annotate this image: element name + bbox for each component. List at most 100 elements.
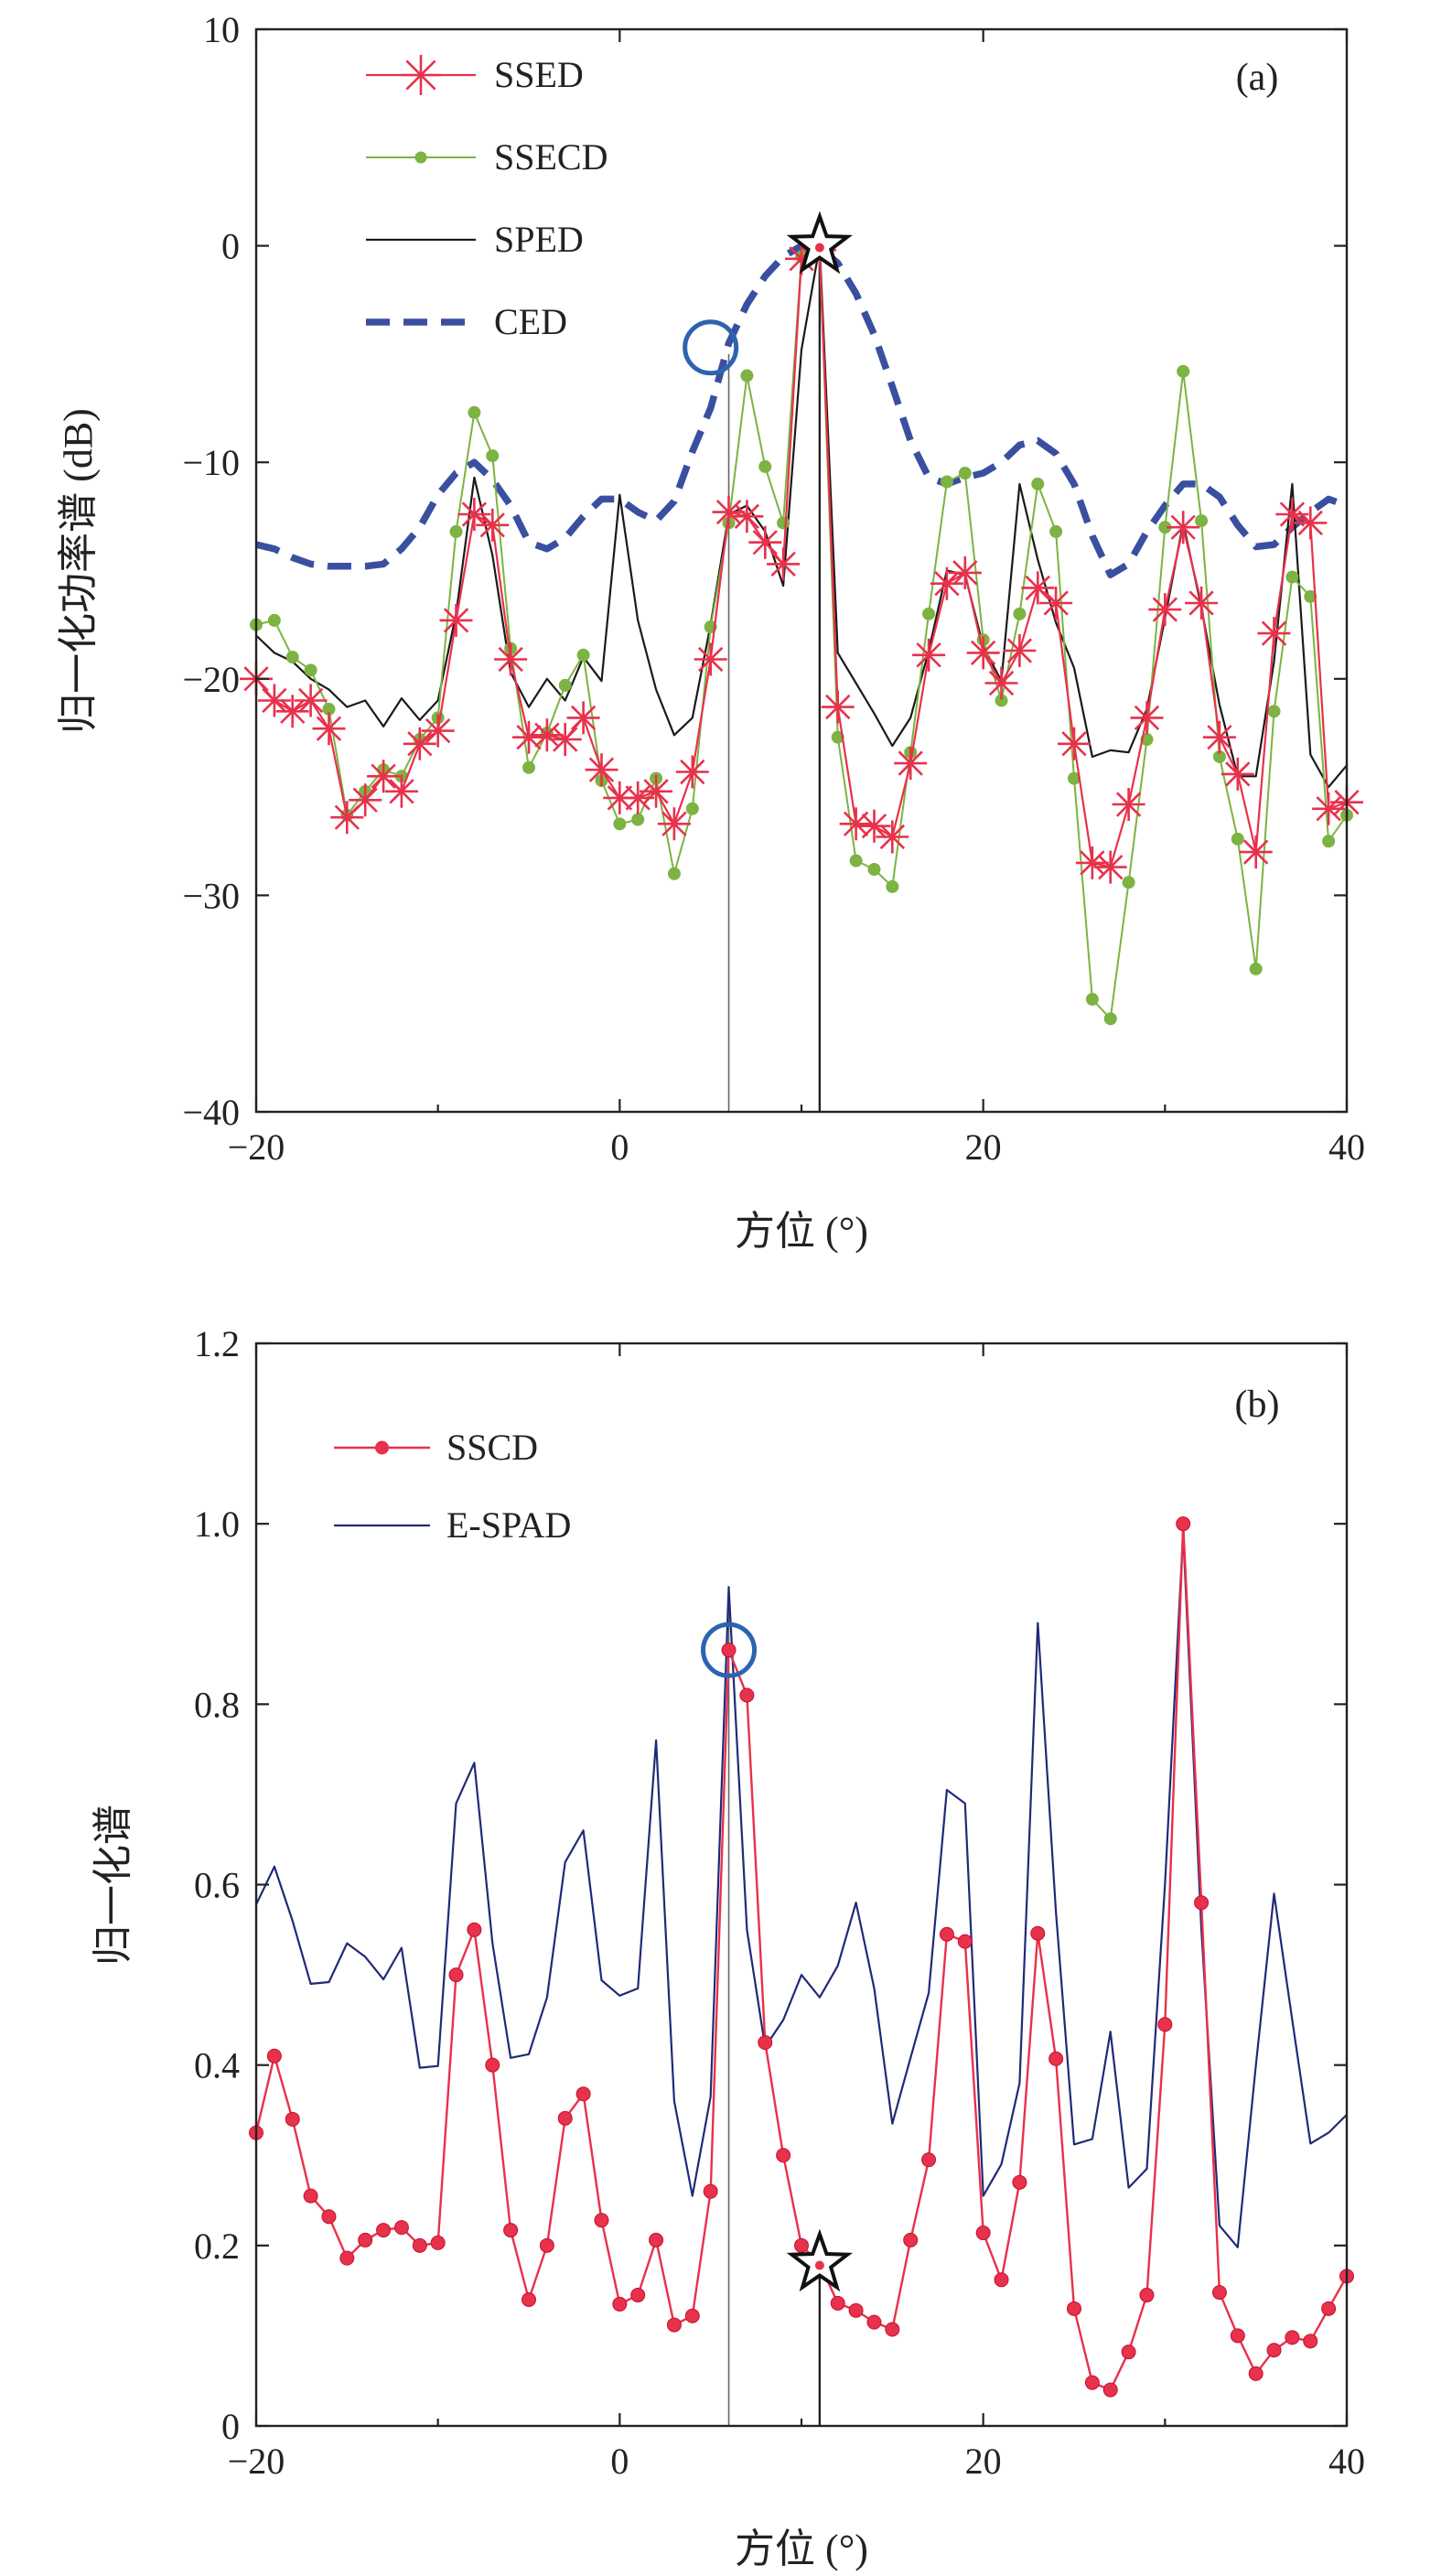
panel-a-ticks: −20 0 20 40 10 0 −10 −20 −30 −40 (182, 9, 1365, 1168)
b-point-sscd (522, 2291, 536, 2307)
b-point-sscd (957, 1934, 973, 1949)
legend-marker-ssecd (414, 151, 427, 164)
b-point-sscd (776, 2148, 791, 2163)
a-point-ssed (367, 760, 401, 793)
b-x-tick-label: 0 (610, 2441, 629, 2482)
b-point-sscd (866, 2314, 882, 2330)
panel-a-y-axis-label: 归一化功率谱 (dB) (56, 408, 101, 734)
a-y-tick-label: −10 (182, 442, 240, 483)
legend-label-e-spad: E-SPAD (446, 1504, 571, 1546)
a-point-ssecd (1049, 524, 1063, 538)
legend-label-ssecd: SSECD (494, 136, 608, 178)
b-point-sscd (1285, 2330, 1300, 2345)
b-x-tick-label: −20 (228, 2441, 285, 2482)
a-point-ssed (857, 809, 891, 843)
a-point-ssed (839, 807, 873, 841)
a-point-ssed (675, 755, 709, 789)
a-point-ssecd (631, 813, 645, 826)
b-point-sscd (467, 1922, 482, 1937)
a-point-ssecd (1322, 835, 1336, 848)
a-y-tick-label: −40 (182, 1092, 240, 1133)
b-star-marker (786, 2228, 853, 2292)
a-y-tick-label: −30 (182, 875, 240, 916)
a-point-ssed (294, 684, 328, 717)
a-point-ssed (621, 781, 655, 814)
b-point-sscd (1121, 2344, 1136, 2360)
panel-a-label: (a) (1236, 57, 1279, 99)
b-point-sscd (1102, 2382, 1118, 2398)
a-point-ssecd (522, 760, 535, 774)
b-point-sscd (649, 2232, 664, 2247)
b-y-tick-label: 0 (221, 2406, 240, 2447)
a-point-ssecd (886, 879, 899, 893)
b-point-sscd (630, 2288, 646, 2303)
a-point-ssecd (1122, 876, 1135, 889)
b-point-sscd (1266, 2343, 1282, 2358)
panel-a-x-axis-label: 方位 (°) (735, 1209, 868, 1254)
a-point-ssecd (1085, 992, 1099, 1006)
b-x-tick-label: 20 (965, 2441, 1002, 2482)
a-point-ssed (712, 495, 746, 529)
a-point-ssed (1058, 727, 1091, 760)
b-point-sscd (594, 2213, 609, 2228)
legend-label-ssed: SSED (494, 54, 584, 95)
panel-b-legend: SSCD E-SPAD (334, 1427, 571, 1546)
a-point-ssed (439, 603, 473, 637)
legend-marker-sscd (375, 1440, 389, 1455)
a-point-ssed (257, 684, 291, 717)
b-point-sscd (1084, 2375, 1100, 2390)
panel-b-y-axis-label: 归一化谱 (91, 1805, 135, 1966)
a-point-ssecd (285, 651, 299, 664)
b-point-sscd (721, 1643, 737, 1658)
a-point-ssed (1075, 846, 1109, 879)
a-point-ssecd (867, 863, 881, 877)
b-point-sscd (575, 2086, 591, 2102)
a-point-ssed (1294, 506, 1328, 540)
b-y-tick-label: 0.8 (194, 1684, 240, 1725)
a-point-ssed (948, 555, 982, 589)
a-point-ssecd (1267, 705, 1281, 718)
panel-b-marks (249, 1516, 1354, 2426)
a-point-ssed (821, 690, 855, 724)
a-x-tick-label: 0 (610, 1126, 629, 1168)
a-star-marker-center (814, 243, 824, 253)
b-point-sscd (921, 2152, 937, 2168)
a-point-ssed (476, 508, 510, 542)
a-point-ssed (403, 727, 436, 760)
b-point-sscd (266, 2048, 282, 2064)
a-point-ssecd (849, 854, 863, 868)
b-point-sscd (285, 2111, 300, 2127)
a-point-ssed (421, 714, 455, 748)
panel-a-marks (240, 210, 1363, 1112)
b-point-sscd (1211, 2285, 1227, 2301)
legend-label-sscd: SSCD (446, 1427, 538, 1468)
a-point-ssed (1257, 617, 1291, 651)
b-point-sscd (703, 2183, 718, 2199)
b-x-tick-label: 40 (1328, 2441, 1365, 2482)
b-y-tick-label: 1.0 (194, 1504, 240, 1545)
a-point-ssed (530, 718, 564, 752)
a-point-ssed (657, 807, 691, 841)
a-point-ssed (384, 774, 418, 808)
a-point-ssed (966, 636, 1000, 670)
a-point-ssecd (1304, 589, 1317, 603)
a-series-ssed-points (240, 233, 1363, 884)
a-point-ssed (548, 723, 582, 756)
b-series-e-spad-line (255, 1531, 1348, 2248)
b-point-sscd (830, 2295, 845, 2311)
a-point-ssed (912, 638, 946, 672)
a-point-ssed (349, 783, 382, 817)
b-point-sscd (503, 2223, 519, 2238)
b-point-sscd (539, 2237, 554, 2253)
a-point-ssecd (740, 369, 754, 383)
b-point-sscd (339, 2250, 355, 2266)
a-point-ssed (603, 781, 637, 814)
a-point-ssecd (685, 802, 699, 815)
a-y-tick-label: 0 (221, 226, 240, 267)
b-point-sscd (1012, 2174, 1027, 2190)
a-point-ssed (457, 498, 491, 531)
a-point-ssecd (667, 867, 681, 880)
a-point-ssecd (449, 524, 463, 538)
